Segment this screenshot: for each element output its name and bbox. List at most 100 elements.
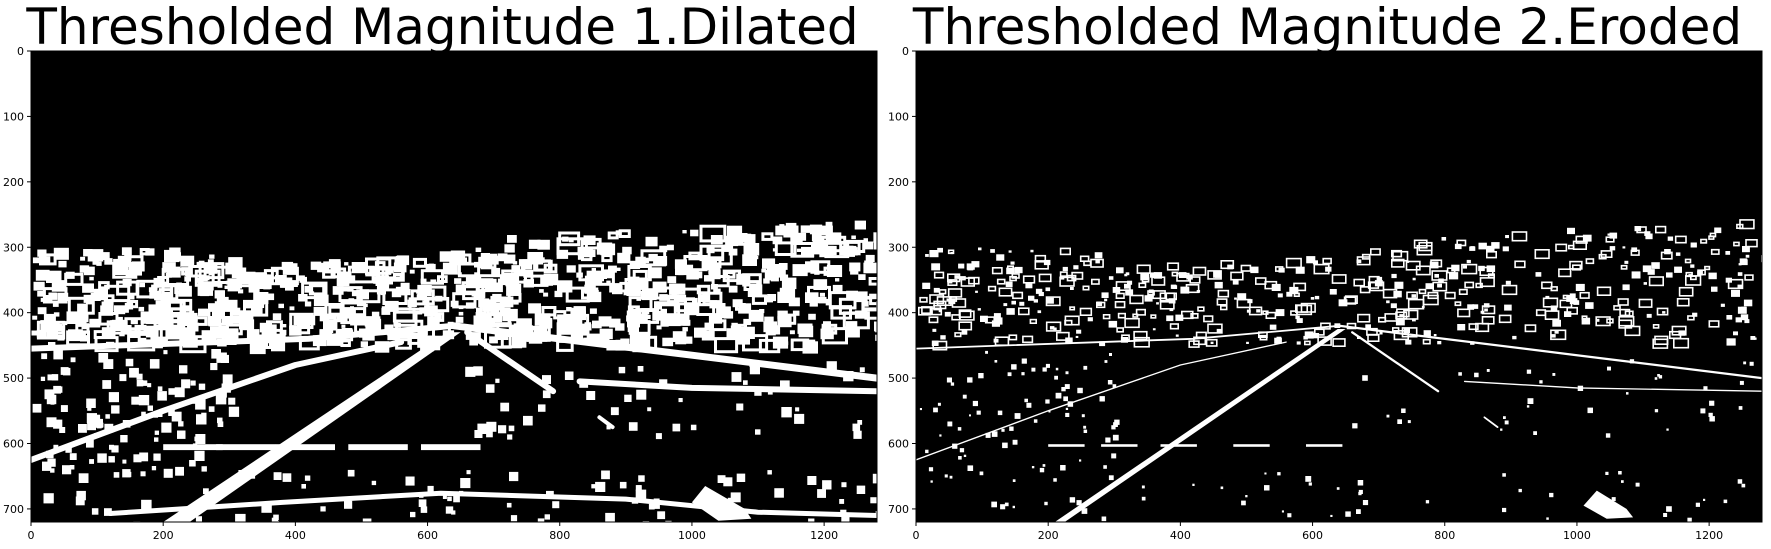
foliage-edge xyxy=(351,290,360,297)
foliage-edge xyxy=(323,319,338,331)
x-tick-label: 1200 xyxy=(1695,529,1723,542)
foliage-edge xyxy=(384,324,394,332)
foliage-edge xyxy=(865,254,875,262)
foliage-edge xyxy=(628,307,634,312)
foliage-edge xyxy=(470,332,481,341)
foliage-edge xyxy=(362,330,375,341)
right-lane-dash xyxy=(1483,416,1499,429)
noise-speck xyxy=(1749,361,1754,366)
foliage-edge xyxy=(1006,267,1015,275)
foliage-edge xyxy=(928,316,939,324)
noise-speck xyxy=(1654,377,1658,380)
noise-speck xyxy=(498,425,507,434)
foliage-edge xyxy=(987,285,997,292)
noise-speck xyxy=(1629,359,1635,364)
foliage-edge xyxy=(570,330,584,341)
noise-speck xyxy=(636,389,647,400)
foliage-edge xyxy=(805,292,819,303)
foliage-edge xyxy=(641,308,650,315)
foliage-edge xyxy=(626,315,634,322)
foliage-edge xyxy=(1412,318,1416,322)
foliage-edge xyxy=(119,332,125,337)
foliage-edge xyxy=(373,276,383,284)
foliage-edge xyxy=(1432,281,1448,292)
foliage-edge xyxy=(1151,276,1166,286)
x-tick-label: 200 xyxy=(1038,529,1059,542)
foliage-edge xyxy=(1377,316,1387,323)
foliage-edge xyxy=(134,324,147,334)
foliage-edge xyxy=(1617,298,1629,306)
noise-speck xyxy=(181,379,191,389)
foliage-edge xyxy=(708,313,723,324)
foliage-edge xyxy=(130,318,138,325)
foliage-edge xyxy=(68,329,83,342)
foliage-edge xyxy=(1005,281,1013,287)
foliage-edge xyxy=(188,314,198,322)
foliage-edge xyxy=(139,282,145,288)
noise-speck xyxy=(139,452,149,462)
noise-speck xyxy=(129,367,139,378)
foliage-edge xyxy=(1714,227,1722,234)
foliage-edge xyxy=(1008,250,1012,253)
foliage-edge xyxy=(790,234,803,245)
foliage-edge xyxy=(1743,299,1753,307)
noise-speck xyxy=(485,384,495,393)
foliage-edge xyxy=(825,221,833,228)
foliage-edge xyxy=(106,341,115,349)
noise-speck xyxy=(870,497,877,504)
foliage-edge xyxy=(1029,318,1038,325)
noise-speck xyxy=(1527,398,1534,404)
foliage-edge xyxy=(499,296,514,308)
noise-speck xyxy=(98,422,104,428)
foliage-edge xyxy=(246,329,260,339)
foliage-edge xyxy=(1462,265,1467,269)
foliage-edge xyxy=(180,326,186,331)
noise-speck xyxy=(1611,497,1616,502)
foliage-edge xyxy=(1620,264,1628,270)
foliage-edge xyxy=(377,280,390,291)
noise-speck xyxy=(1695,502,1700,507)
foliage-edge xyxy=(523,325,533,334)
foliage-edge xyxy=(121,247,132,256)
noise-speck xyxy=(1657,374,1660,377)
foliage-edge xyxy=(601,254,613,263)
foliage-edge xyxy=(1690,264,1695,268)
foliage-edge xyxy=(931,340,939,346)
foliage-edge xyxy=(682,230,687,234)
foliage-edge xyxy=(1491,242,1500,249)
noise-speck xyxy=(638,475,645,482)
noise-speck xyxy=(500,402,510,412)
foliage-edge xyxy=(98,281,110,290)
noise-speck xyxy=(755,429,761,435)
right-lane-line xyxy=(1351,331,1440,393)
foliage-edge xyxy=(929,250,939,258)
noise-speck xyxy=(506,502,512,508)
foliage-edge xyxy=(1303,340,1311,346)
foliage-edge xyxy=(146,313,160,325)
noise-speck xyxy=(140,471,146,477)
noise-speck xyxy=(1141,496,1146,501)
foliage-edge xyxy=(1295,266,1305,274)
foliage-edge xyxy=(1485,251,1497,259)
lane-dash xyxy=(1306,444,1343,447)
foliage-edge xyxy=(203,275,210,281)
noise-speck xyxy=(50,468,55,473)
foliage-edge xyxy=(577,255,584,260)
noise-speck xyxy=(273,472,282,480)
noise-speck xyxy=(179,365,188,374)
foliage-edge xyxy=(1117,312,1127,319)
foliage-edge xyxy=(145,327,159,338)
noise-speck xyxy=(201,466,207,472)
foliage-edge xyxy=(1744,319,1750,324)
noise-speck xyxy=(178,421,184,427)
foliage-edge xyxy=(1102,313,1111,320)
foliage-edge xyxy=(364,316,378,327)
foliage-edge xyxy=(447,321,454,327)
foliage-edge xyxy=(1019,301,1025,306)
noise-speck xyxy=(1357,480,1364,486)
foliage-edge xyxy=(1148,289,1154,294)
foliage-edge xyxy=(51,280,67,292)
noise-speck xyxy=(147,405,153,411)
noise-speck xyxy=(552,501,560,509)
foliage-edge xyxy=(655,304,662,309)
